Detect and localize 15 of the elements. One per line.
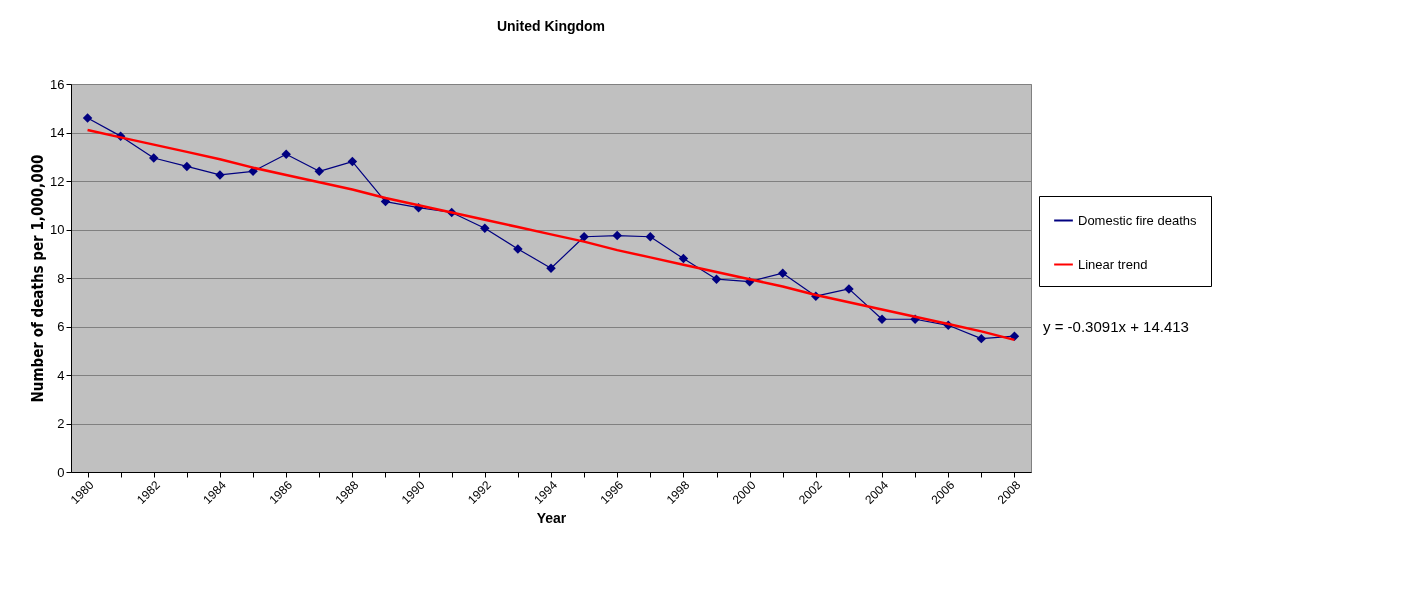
y-tick-label: 10 [50,222,65,237]
y-tick-label: 6 [57,319,65,334]
y-axis-title: Number of deaths per 1,000,000 [29,154,48,403]
y-tick-label: 0 [57,464,65,480]
y-tick-label: 8 [57,270,65,286]
y-tick-label: 4 [57,367,65,383]
y-tick-label: 12 [50,173,65,189]
y-tick-label: 2 [57,416,65,431]
y-tick-label: 14 [50,125,65,140]
legend-label: Linear trend [1078,256,1148,272]
y-tick-label: 16 [50,76,65,92]
chart-title: United Kingdom [496,18,606,34]
text: y = -0.3091x + 14.413 [1043,318,1189,335]
legend-label: Domestic fire deaths [1078,212,1197,228]
x-axis-title: Year [536,510,567,527]
